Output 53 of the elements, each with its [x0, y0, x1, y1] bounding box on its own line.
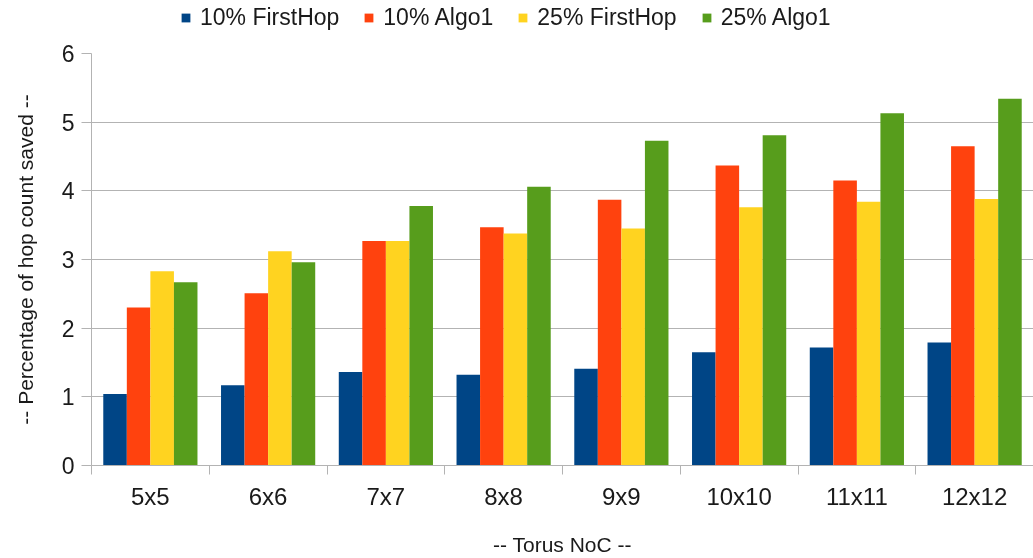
legend-label: 10% Algo1 — [383, 4, 494, 31]
bar — [809, 347, 834, 466]
y-tick-label: 1 — [61, 384, 75, 411]
x-tick-label: 8x8 — [484, 482, 523, 510]
bar — [244, 293, 269, 466]
bar — [338, 372, 363, 466]
bar — [833, 180, 857, 466]
x-axis-title: -- Torus NoC -- — [493, 532, 632, 556]
y-axis-title: -- Percentage of hop count saved -- — [13, 94, 37, 425]
bar — [150, 271, 174, 466]
bar — [880, 113, 904, 466]
legend-label: 25% FirstHop — [537, 4, 677, 31]
y-tick-label: 0 — [61, 453, 75, 479]
x-tick-label: 11x11 — [825, 482, 888, 510]
bar — [739, 207, 763, 466]
y-tick-label: 6 — [61, 41, 75, 67]
bar — [974, 199, 999, 466]
bar — [173, 282, 198, 466]
bar — [998, 98, 1022, 466]
bar — [715, 165, 740, 466]
legend-label: 10% FirstHop — [200, 4, 340, 31]
bar — [597, 199, 622, 466]
bar — [362, 240, 386, 466]
bar — [856, 201, 881, 466]
x-tick-label: 10x10 — [706, 482, 772, 510]
bar — [456, 374, 481, 466]
bar — [103, 394, 127, 466]
x-tick-label: 12x12 — [941, 482, 1008, 510]
bar — [126, 307, 151, 466]
bar — [221, 385, 245, 466]
legend-label: 25% Algo1 — [720, 4, 831, 31]
bar — [927, 342, 952, 466]
bar — [574, 368, 598, 466]
bar — [503, 233, 528, 466]
bar — [480, 227, 504, 466]
x-tick-label: 7x7 — [366, 482, 406, 510]
bar — [527, 186, 551, 466]
bar — [385, 240, 410, 466]
y-tick-label: 4 — [61, 178, 75, 205]
x-tick-label: 9x9 — [602, 482, 641, 510]
bar — [409, 205, 433, 466]
bar — [644, 140, 669, 466]
x-tick-label: 6x6 — [248, 482, 288, 510]
bar — [291, 262, 316, 466]
bar — [621, 228, 645, 466]
bar — [951, 146, 975, 466]
bar — [268, 251, 292, 466]
y-tick-label: 3 — [61, 247, 75, 273]
bar — [692, 352, 716, 466]
y-tick-label: 5 — [61, 109, 75, 136]
y-tick-label: 2 — [61, 315, 75, 342]
x-tick-label: 5x5 — [131, 482, 170, 510]
bar — [762, 135, 787, 466]
